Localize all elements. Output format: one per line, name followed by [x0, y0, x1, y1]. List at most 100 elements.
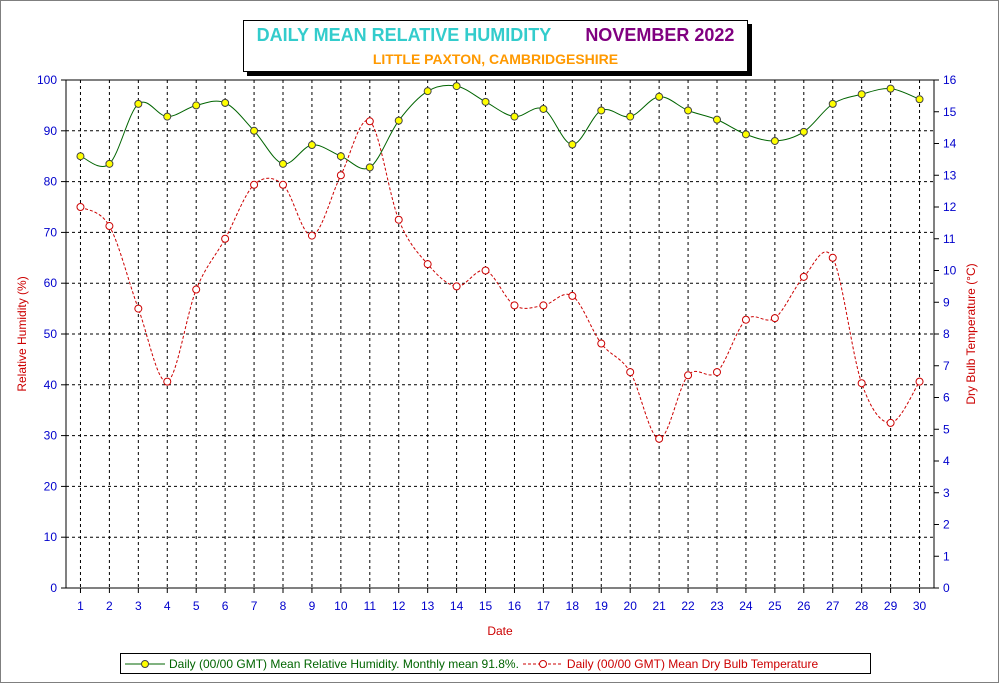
- y2-tick-label: 5: [943, 422, 950, 436]
- humidity-point: [713, 115, 721, 124]
- x-tick-label: 6: [222, 599, 229, 613]
- temperature-point: [163, 377, 172, 386]
- x-tick-label: 26: [797, 599, 811, 613]
- temperature-point: [713, 368, 721, 377]
- x-tick-label: 13: [421, 599, 435, 613]
- humidity-point: [481, 97, 490, 106]
- humidity-point: [828, 99, 837, 108]
- x-tick-label: 8: [280, 599, 287, 613]
- x-tick-label: 16: [508, 599, 522, 613]
- humidity-point: [192, 101, 201, 110]
- temperature-point: [394, 215, 403, 224]
- humidity-point: [394, 116, 403, 125]
- x-tick-label: 25: [768, 599, 782, 613]
- temperature-point: [828, 253, 837, 262]
- humidity-point: [279, 159, 287, 168]
- x-tick-label: 27: [826, 599, 840, 613]
- y-tick-label: 100: [37, 73, 57, 87]
- temperature-point: [886, 418, 895, 427]
- humidity-point: [423, 87, 432, 96]
- title-right: NOVEMBER 2022: [585, 25, 735, 45]
- axis-ticks: 1 2 3 4 5 6 7 8 9 10 11 12 13 14 15 16 17 18 19 20 21 22 23 24 2…: [37, 73, 957, 613]
- x-tick-label: 2: [106, 599, 113, 613]
- y2-tick-label: 11: [943, 232, 956, 246]
- legend-swatch-humidity: [125, 659, 165, 668]
- y-tick-label: 60: [44, 276, 58, 290]
- temperature-point: [770, 314, 779, 323]
- x-tick-label: 19: [595, 599, 609, 613]
- chart-subtitle: LITTLE PAXTON, CAMBRIDGESHIRE: [372, 51, 619, 67]
- y-tick-label: 0: [50, 581, 57, 595]
- humidity-point: [221, 98, 230, 107]
- y-tick-label: 90: [44, 124, 58, 138]
- temperature-point: [76, 203, 85, 211]
- humidity-point: [655, 92, 664, 101]
- y2-tick-label: 16: [943, 73, 957, 87]
- temperature-point: [510, 301, 519, 310]
- y-axis-label: Relative Humidity (%): [15, 276, 29, 391]
- y2-tick-label: 13: [943, 168, 957, 182]
- legend-label-temperature: Daily (00/00 GMT) Mean Dry Bulb Temperat…: [566, 656, 819, 671]
- temperature-point: [221, 234, 230, 243]
- humidity-point: [568, 140, 577, 149]
- y2-axis-label: Dry Bulb Temperature (°C): [964, 263, 978, 404]
- humidity-point: [915, 95, 924, 104]
- y2-tick-label: 2: [943, 518, 950, 532]
- y2-tick-label: 3: [943, 486, 950, 500]
- temperature-point: [799, 272, 808, 281]
- x-tick-label: 10: [334, 599, 348, 613]
- humidity-point: [307, 141, 316, 150]
- y2-tick-label: 6: [943, 391, 950, 405]
- temperature-point: [250, 180, 259, 189]
- humidity-point: [799, 127, 808, 136]
- y-tick-label: 10: [44, 530, 58, 544]
- legend-label-humidity: Daily (00/00 GMT) Mean Relative Humidity…: [169, 656, 519, 671]
- humidity-point: [365, 163, 374, 172]
- title-left: DAILY MEAN RELATIVE HUMIDITY: [256, 25, 552, 45]
- y2-tick-label: 14: [943, 137, 957, 151]
- y2-tick-label: 8: [943, 327, 950, 341]
- temperature-point: [365, 117, 374, 126]
- y-tick-label: 40: [44, 378, 58, 392]
- temperature-point: [655, 434, 664, 443]
- humidity-point: [510, 112, 519, 121]
- y-tick-label: 30: [44, 429, 58, 443]
- x-tick-label: 20: [624, 599, 638, 613]
- legend-item-temperature: Daily (00/00 GMT) Mean Dry Bulb Temperat…: [519, 657, 818, 671]
- humidity-point: [336, 152, 345, 161]
- y2-tick-label: 7: [943, 359, 950, 373]
- chart-title: DAILY MEAN RELATIVE HUMIDITY NOVEMBER 202…: [244, 25, 747, 46]
- humidity-point: [741, 130, 750, 139]
- y-tick-label: 50: [44, 327, 58, 341]
- temperature-point: [307, 231, 316, 240]
- temperature-point: [336, 171, 345, 180]
- humidity-point: [250, 126, 259, 135]
- y-tick-label: 20: [44, 479, 58, 493]
- y2-tick-label: 12: [943, 200, 957, 214]
- title-box: DAILY MEAN RELATIVE HUMIDITY NOVEMBER 202…: [243, 20, 748, 72]
- humidity-point: [452, 82, 461, 91]
- x-tick-label: 23: [710, 599, 724, 613]
- humidity-point: [626, 112, 635, 121]
- y-tick-label: 70: [44, 225, 58, 239]
- y2-tick-label: 1: [943, 549, 950, 563]
- x-tick-label: 11: [364, 599, 377, 613]
- x-tick-label: 14: [450, 599, 464, 613]
- x-tick-label: 9: [309, 599, 316, 613]
- humidity-point: [857, 90, 866, 99]
- y2-tick-label: 4: [943, 454, 950, 468]
- x-tick-label: 3: [135, 599, 142, 613]
- temperature-point: [423, 260, 432, 269]
- x-tick-label: 29: [884, 599, 898, 613]
- series-layer: [76, 82, 924, 443]
- x-tick-label: 15: [479, 599, 493, 613]
- temperature-point: [597, 339, 606, 348]
- legend: Daily (00/00 GMT) Mean Relative Humidity…: [120, 653, 871, 674]
- x-tick-label: 17: [537, 599, 551, 613]
- temperature-point: [279, 180, 287, 189]
- legend-swatch-temperature: [522, 659, 563, 668]
- temperature-point: [741, 315, 750, 324]
- temperature-point: [568, 291, 577, 300]
- x-tick-label: 24: [739, 599, 753, 613]
